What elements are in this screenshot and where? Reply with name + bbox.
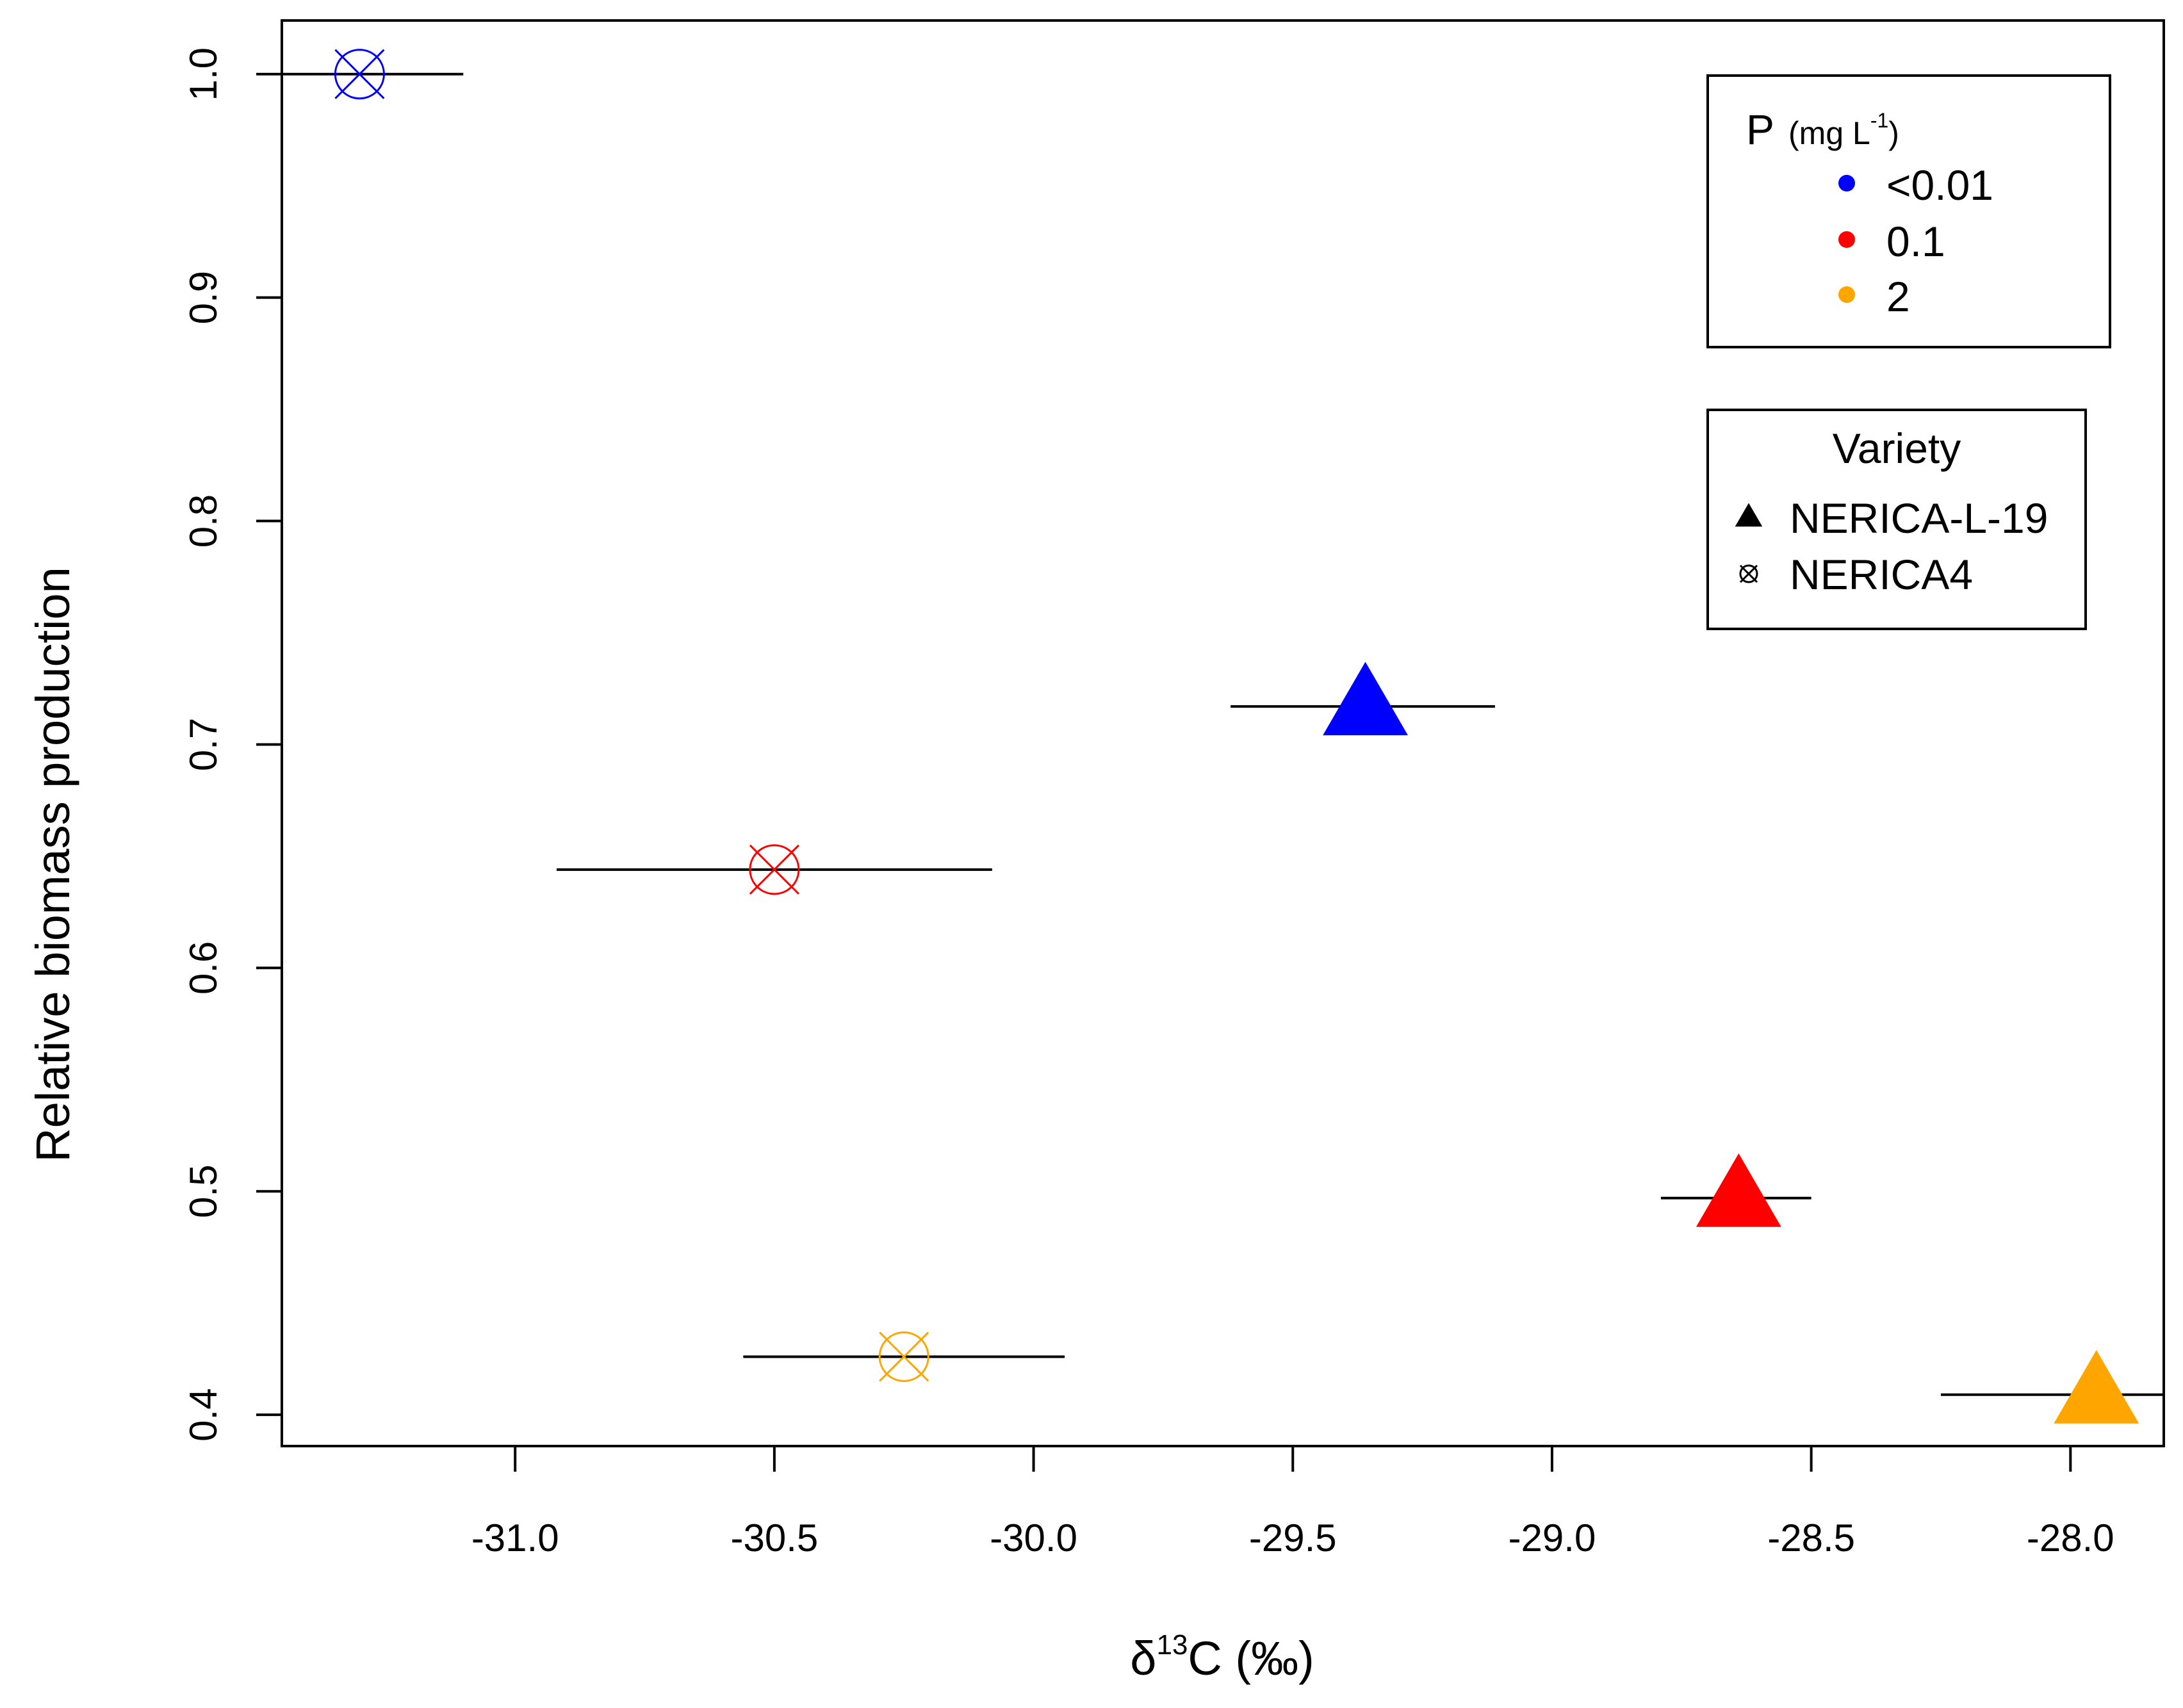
legend-p-unit-close: ) [1888, 115, 1899, 151]
y-tick-label: 0.4 [182, 1388, 225, 1441]
legend-p-unit: (mg L [1788, 115, 1870, 151]
data-points [334, 49, 2139, 1424]
legend-variety-label: NERICA-L-19 [1790, 494, 2048, 542]
x-tick-label: -30.5 [731, 1517, 819, 1559]
legend-variety-entry-nerica-l-19: NERICA-L-19 [1735, 494, 2048, 542]
legend-p-label: 2 [1886, 273, 1910, 320]
legend-p-swatch [1838, 286, 1855, 303]
point-nerica4-2 [878, 1331, 929, 1382]
y-tick-label: 0.5 [182, 1165, 225, 1218]
legend-p: P (mg L-1) <0.01 0.1 2 [1706, 74, 2111, 348]
x-axis: -31.0 -30.5 -30.0 -29.5 -29.0 -28.5 -28.0 [471, 1445, 2114, 1559]
y-tick-label: 0.8 [182, 494, 225, 548]
x-tick-label: -28.5 [1767, 1517, 1855, 1559]
legend-p-title: P (mg L-1) [1746, 106, 1899, 153]
legend-triangle-icon [1735, 503, 1763, 527]
x-axis-title-sup: 13 [1156, 1629, 1188, 1661]
legend-p-label: <0.01 [1886, 161, 1993, 209]
legend-p-entry-0-1: 0.1 [1838, 218, 1945, 265]
point-nerica-l-19-0-1 [1696, 1153, 1781, 1227]
point-nerica4-0-01 [334, 49, 385, 100]
y-tick-label: 0.6 [182, 941, 225, 995]
point-nerica4-0-1 [749, 844, 800, 895]
x-axis-title: δ13C (‰) [1130, 1629, 1314, 1685]
legend-p-box [1706, 74, 2111, 348]
legend-variety-entry-nerica4: NERICA4 [1739, 551, 1973, 598]
y-tick-label: 0.9 [182, 271, 225, 324]
y-tick-label: 1.0 [182, 47, 225, 101]
legend-p-entry-2: 2 [1838, 273, 1910, 320]
x-axis-title-tail: C (‰) [1188, 1632, 1314, 1685]
y-axis-title: Relative biomass production [26, 567, 79, 1162]
x-tick-label: -29.0 [1508, 1517, 1596, 1559]
legend-variety-title: Variety [1833, 425, 1961, 472]
x-tick-label: -30.0 [990, 1517, 1077, 1559]
legend-p-swatch [1838, 175, 1855, 191]
legend-variety-box [1706, 409, 2087, 630]
y-axis: 0.4 0.5 0.6 0.7 0.8 0.9 1.0 [182, 47, 283, 1442]
legend-variety-label: NERICA4 [1790, 551, 1973, 598]
x-tick-label: -29.5 [1249, 1517, 1337, 1559]
point-nerica-l-19-0-01 [1323, 662, 1408, 736]
x-tick-label: -31.0 [471, 1517, 559, 1559]
legend-p-swatch [1838, 231, 1855, 248]
legend-p-entry-0-01: <0.01 [1838, 161, 1993, 209]
legend-p-unit-sup: -1 [1870, 109, 1888, 132]
y-tick-label: 0.7 [182, 718, 225, 771]
point-nerica-l-19-2 [2054, 1350, 2139, 1424]
legend-circle-x-icon [1739, 564, 1758, 583]
x-tick-label: -28.0 [2027, 1517, 2114, 1559]
legend-p-label: 0.1 [1886, 218, 1945, 265]
legend-variety: Variety NERICA-L-19 NERICA4 [1706, 409, 2087, 630]
